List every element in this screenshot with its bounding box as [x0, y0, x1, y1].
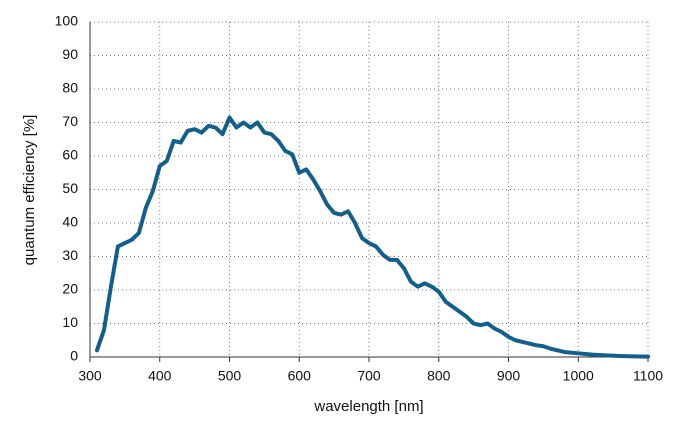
x-tick-label: 1100: [633, 368, 663, 384]
data-line: [94, 115, 650, 359]
y-tick-label: 80: [62, 80, 78, 96]
y-tick-label: 70: [62, 113, 78, 129]
x-tick-label: 900: [497, 368, 521, 384]
y-tick-label: 100: [55, 13, 79, 29]
x-tick-label: 500: [218, 368, 242, 384]
y-tick-label: 10: [62, 314, 78, 330]
y-tick-label: 30: [62, 247, 78, 263]
y-axis-label: quantum efficiency [%]: [21, 115, 38, 266]
x-tick-label: 400: [148, 368, 172, 384]
y-tick-label: 60: [62, 147, 78, 163]
y-tick-label: 20: [62, 281, 78, 297]
x-tick-label: 300: [78, 368, 102, 384]
x-tick-label: 1000: [563, 368, 594, 384]
x-tick-label: 700: [357, 368, 381, 384]
x-tick-label: 800: [427, 368, 451, 384]
y-tick-label: 90: [62, 46, 78, 62]
y-tick-label: 40: [62, 214, 78, 230]
y-tick-label: 0: [70, 348, 78, 364]
x-axis-label: wavelength [nm]: [313, 398, 423, 415]
x-tick-label: 600: [288, 368, 312, 384]
y-tick-label: 50: [62, 180, 78, 196]
